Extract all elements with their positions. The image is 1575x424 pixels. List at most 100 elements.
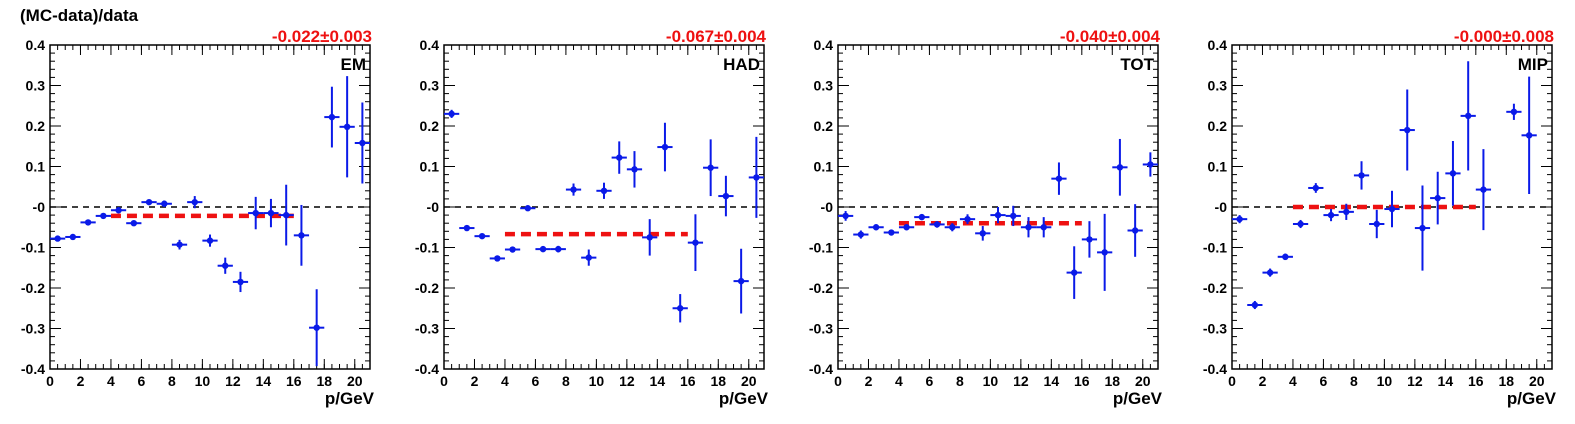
y-tick-label: -0.3	[809, 321, 833, 337]
x-tick-label: 12	[225, 373, 241, 389]
data-point	[1081, 221, 1098, 258]
data-point	[504, 246, 521, 253]
x-tick-label: 16	[1468, 373, 1484, 389]
data-point	[1430, 171, 1446, 225]
data-point	[914, 213, 930, 221]
x-tick-label: 8	[168, 373, 176, 389]
point-marker	[478, 232, 486, 240]
x-tick-label: 2	[865, 373, 873, 389]
data-point	[1399, 89, 1415, 171]
y-tick-label: 0.4	[26, 37, 46, 53]
point-marker	[1282, 253, 1289, 261]
data-point	[1460, 61, 1476, 171]
x-tick-label: 18	[316, 373, 332, 389]
data-point	[459, 224, 475, 232]
point-marker	[1373, 220, 1380, 228]
data-point	[929, 221, 945, 228]
data-point	[1414, 185, 1431, 271]
point-marker	[1327, 211, 1335, 219]
point-marker	[631, 166, 638, 173]
x-tick-label: 6	[1320, 373, 1328, 389]
data-point	[126, 220, 142, 227]
x-axis-title: p/GeV	[1507, 389, 1557, 408]
x-tick-label: 0	[1228, 373, 1236, 389]
data-point	[1262, 268, 1278, 277]
data-point	[990, 207, 1006, 224]
y-tick-label: -0	[1215, 199, 1228, 215]
data-point	[339, 76, 355, 178]
point-marker	[313, 324, 320, 331]
y-tick-label: 0.4	[814, 37, 834, 53]
point-marker	[282, 211, 290, 219]
point-marker	[1312, 184, 1320, 192]
x-tick-label: 18	[1104, 373, 1120, 389]
point-marker	[54, 235, 61, 242]
data-point	[263, 198, 279, 228]
data-point	[898, 224, 915, 231]
x-tick-label: 20	[347, 373, 363, 389]
fit-result-label: -0.022±0.003	[272, 27, 372, 46]
data-point	[687, 214, 704, 271]
x-tick-label: 10	[589, 373, 605, 389]
y-tick-label: -0.2	[415, 280, 439, 296]
x-tick-label: 18	[710, 373, 726, 389]
point-marker	[1297, 220, 1304, 228]
data-point	[1445, 140, 1461, 206]
data-point	[642, 219, 658, 256]
point-marker	[237, 278, 244, 286]
point-marker	[161, 200, 168, 207]
point-marker	[918, 213, 926, 221]
data-point	[232, 271, 249, 293]
data-point	[1142, 152, 1158, 177]
data-point	[975, 226, 991, 241]
point-marker	[359, 139, 366, 147]
x-tick-label: 4	[501, 373, 509, 389]
panel-title: TOT	[1120, 55, 1154, 74]
y-tick-label: -0.4	[21, 361, 45, 377]
data-point	[1292, 219, 1309, 229]
data-point	[171, 239, 188, 250]
data-point	[565, 183, 582, 196]
data-point	[838, 211, 854, 221]
point-marker	[1131, 227, 1139, 234]
point-marker	[903, 224, 910, 231]
data-point	[1323, 209, 1339, 222]
data-point	[110, 207, 127, 214]
data-point	[278, 184, 294, 246]
point-marker	[994, 211, 1002, 219]
panel-title: HAD	[723, 55, 760, 74]
data-point	[520, 205, 536, 212]
x-tick-label: 16	[286, 373, 302, 389]
point-marker	[1464, 112, 1472, 120]
x-tick-label: 14	[256, 373, 272, 389]
point-marker	[463, 224, 471, 232]
data-point	[248, 196, 264, 230]
data-point	[733, 248, 749, 314]
y-tick-label: -0.1	[1203, 240, 1227, 256]
data-point	[1475, 149, 1492, 231]
data-point	[535, 245, 551, 253]
data-point	[444, 109, 460, 118]
x-tick-label: 4	[895, 373, 903, 389]
point-marker	[1251, 301, 1259, 309]
y-tick-label: -0	[821, 199, 834, 215]
x-tick-label: 14	[650, 373, 666, 389]
y-tick-label: -0	[427, 199, 440, 215]
point-marker	[1434, 194, 1441, 202]
x-tick-label: 8	[562, 373, 570, 389]
point-marker	[555, 245, 562, 253]
data-point	[959, 214, 976, 225]
point-marker	[570, 186, 577, 193]
point-marker	[539, 245, 547, 253]
data-point	[657, 122, 673, 172]
data-point	[1506, 103, 1522, 120]
x-axis-title: p/GeV	[325, 389, 375, 408]
data-point	[1112, 138, 1128, 196]
point-marker	[1116, 164, 1124, 171]
data-point	[853, 230, 869, 239]
point-marker	[448, 110, 455, 118]
panel-had: -0.4 -0.3 -0.2 -0.1 -0 0.1 0.2 0.3 0.4 0 2 4 6 8 10 12 1…	[415, 27, 769, 408]
point-marker	[1404, 126, 1411, 134]
data-point	[156, 200, 172, 207]
point-marker	[1388, 205, 1396, 213]
